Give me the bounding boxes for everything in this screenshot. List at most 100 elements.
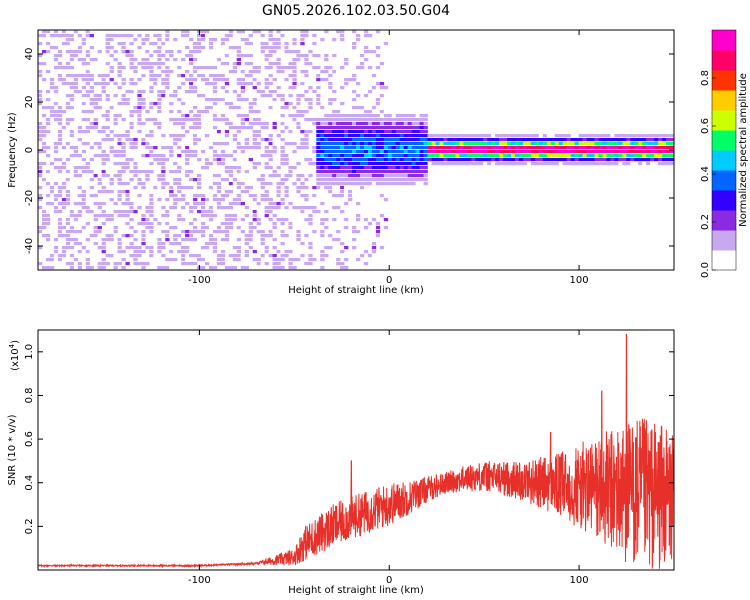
heatmap-cell <box>284 30 289 34</box>
heatmap-cell <box>411 178 416 182</box>
heatmap-cell <box>57 170 63 174</box>
heatmap-cell <box>53 190 59 194</box>
heatmap-cell <box>101 234 106 238</box>
heatmap-cell <box>244 146 249 150</box>
heatmap-cell <box>288 178 293 182</box>
heatmap-cell <box>89 178 94 182</box>
heatmap-cell <box>137 90 142 94</box>
heatmap-cell <box>81 94 86 98</box>
heatmap-cell <box>197 174 202 178</box>
heatmap-cell <box>650 142 655 146</box>
heatmap-cell <box>324 170 329 174</box>
heatmap-cell <box>363 50 369 54</box>
heatmap-cell <box>471 150 476 154</box>
heatmap-cell <box>264 150 269 154</box>
heatmap-cell <box>177 242 182 246</box>
heatmap-cell <box>77 202 83 206</box>
heatmap-cell <box>268 250 273 254</box>
heatmap-cell <box>93 106 98 110</box>
heatmap-cell <box>268 202 273 206</box>
heatmap-cell <box>105 42 110 46</box>
heatmap-cell <box>419 190 424 194</box>
heatmap-cell <box>89 142 94 146</box>
heatmap-cell <box>399 138 405 142</box>
heatmap-cell <box>117 182 122 186</box>
heatmap-cell <box>332 98 337 102</box>
heatmap-cell <box>244 242 249 246</box>
heatmap-cell <box>101 242 106 246</box>
heatmap-cell <box>41 50 47 54</box>
heatmap-cell <box>363 150 369 154</box>
heatmap-cell <box>125 246 130 250</box>
heatmap-cell <box>268 58 273 62</box>
heatmap-cell <box>89 30 94 34</box>
heatmap-cell <box>193 134 198 138</box>
heatmap-cell <box>363 142 369 146</box>
heatmap-cell <box>344 206 349 210</box>
heatmap-cell <box>193 254 198 258</box>
heatmap-cell <box>141 166 146 170</box>
heatmap-cell <box>69 90 75 94</box>
heatmap-cell <box>332 114 337 118</box>
heatmap-cell <box>220 78 226 82</box>
heatmap-cell <box>73 74 79 78</box>
heatmap-cell <box>169 226 174 230</box>
heatmap-cell <box>45 198 51 202</box>
heatmap-cell <box>133 66 138 70</box>
heatmap-cell <box>348 174 353 178</box>
colorbar-step <box>712 98 736 101</box>
heatmap-cell <box>197 118 202 122</box>
heatmap-cell <box>232 122 238 126</box>
heatmap-cell <box>57 138 63 142</box>
heatmap-cell <box>407 146 412 150</box>
heatmap-cell <box>435 134 440 138</box>
heatmap-cell <box>371 170 377 174</box>
heatmap-cell <box>129 90 134 94</box>
heatmap-cell <box>272 222 277 226</box>
heatmap-cell <box>495 158 500 162</box>
heatmap-cell <box>208 62 214 66</box>
heatmap-cell <box>200 94 206 98</box>
heatmap-cell <box>73 182 79 186</box>
heatmap-cell <box>280 250 285 254</box>
heatmap-cell <box>352 102 357 106</box>
heatmap-cell <box>352 90 357 94</box>
heatmap-cell <box>558 146 564 150</box>
heatmap-cell <box>371 50 377 54</box>
heatmap-cell <box>165 58 170 62</box>
heatmap-cell <box>149 62 154 66</box>
heatmap-cell <box>173 226 178 230</box>
colorbar-step <box>712 142 736 145</box>
heatmap-cell <box>252 178 257 182</box>
colorbar-step <box>712 40 736 43</box>
heatmap-cell <box>69 254 75 258</box>
heatmap-cell <box>359 166 365 170</box>
heatmap-cell <box>356 110 361 114</box>
heatmap-cell <box>121 42 126 46</box>
heatmap-cell <box>133 146 138 150</box>
heatmap-cell <box>69 246 75 250</box>
heatmap-cell <box>212 250 218 254</box>
heatmap-cell <box>292 174 297 178</box>
heatmap-cell <box>272 214 277 218</box>
heatmap-cell <box>292 58 297 62</box>
heatmap-cell <box>288 102 293 106</box>
heatmap-cell <box>403 134 408 138</box>
heatmap-cell <box>81 170 86 174</box>
heatmap-cell <box>240 30 245 34</box>
heatmap-cell <box>383 166 389 170</box>
heatmap-cell <box>85 198 90 202</box>
colorbar-step <box>712 126 736 129</box>
heatmap-cell <box>272 238 277 242</box>
heatmap-cell <box>81 58 86 62</box>
heatmap-cell <box>336 234 341 238</box>
heatmap-cell <box>101 262 106 266</box>
heatmap-cell <box>344 62 349 66</box>
heatmap-cell <box>105 194 110 198</box>
heatmap-cell <box>252 182 257 186</box>
heatmap-cell <box>375 98 381 102</box>
heatmap-cell <box>411 182 416 186</box>
heatmap-cell <box>77 46 83 50</box>
heatmap-cell <box>419 194 424 198</box>
heatmap-cell <box>133 258 138 262</box>
